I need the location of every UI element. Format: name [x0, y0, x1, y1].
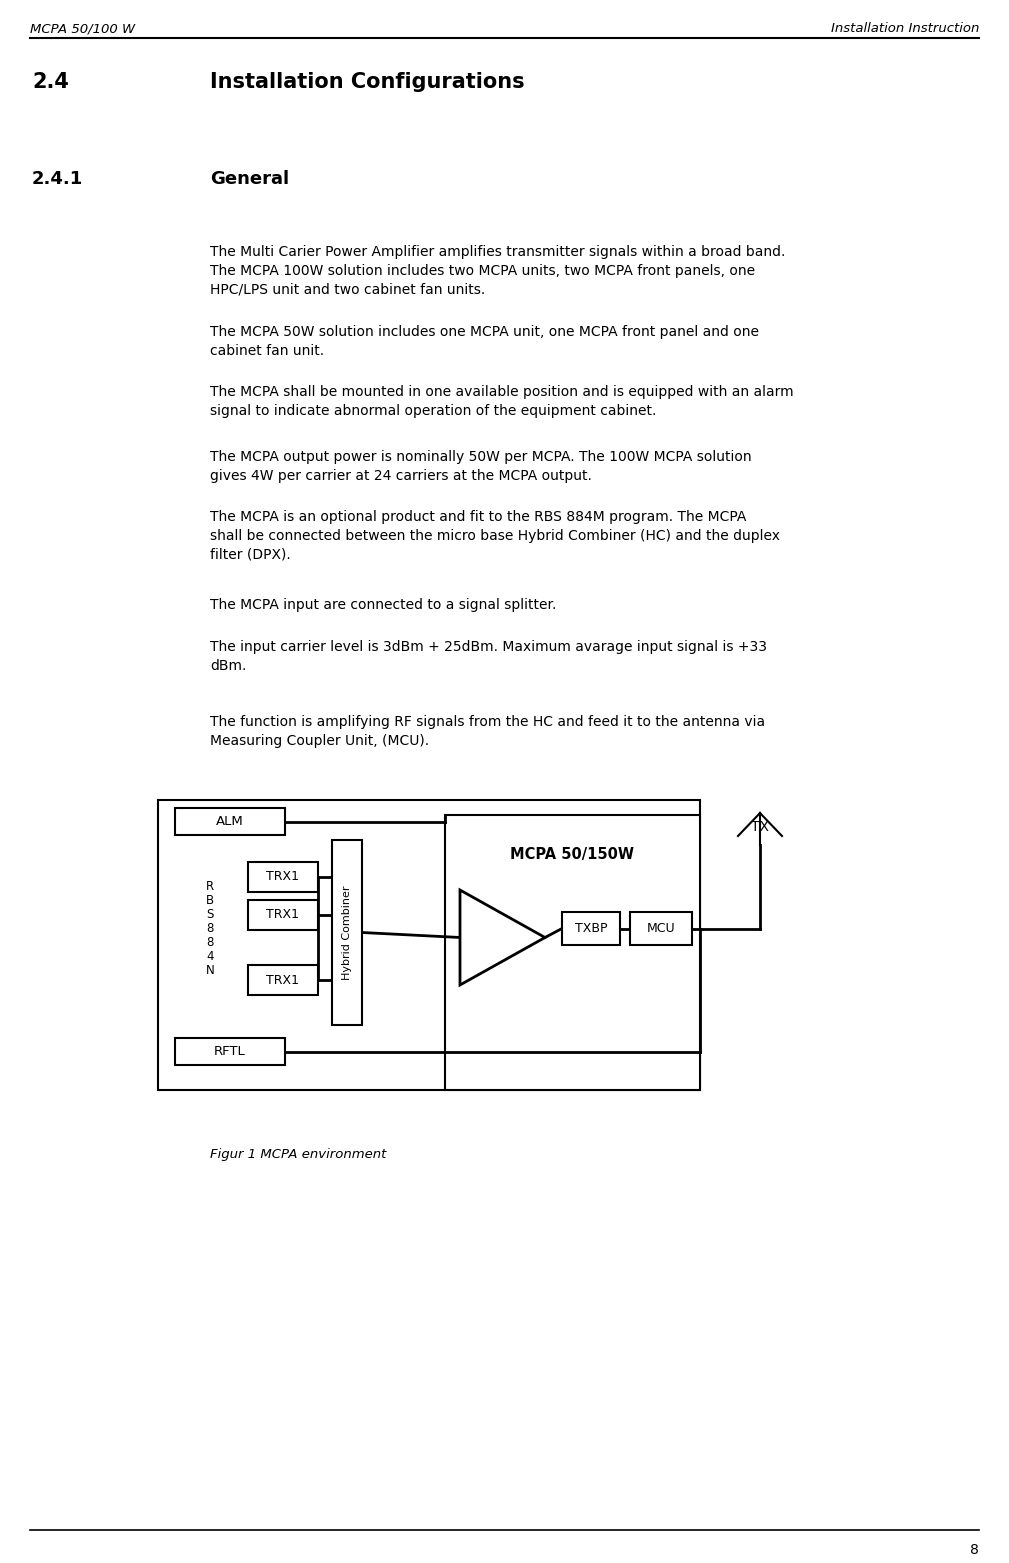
- Text: The MCPA output power is nominally 50W per MCPA. The 100W MCPA solution
gives 4W: The MCPA output power is nominally 50W p…: [210, 450, 752, 483]
- Text: Installation Configurations: Installation Configurations: [210, 72, 525, 92]
- Text: MCU: MCU: [647, 922, 675, 935]
- Text: The MCPA shall be mounted in one available position and is equipped with an alar: The MCPA shall be mounted in one availab…: [210, 384, 794, 417]
- Text: Hybrid Combiner: Hybrid Combiner: [342, 885, 352, 980]
- Text: MCPA 50/150W: MCPA 50/150W: [510, 847, 634, 863]
- Bar: [248, 964, 318, 996]
- Bar: [248, 900, 318, 930]
- Text: The input carrier level is 3dBm + 25dBm. Maximum avarage input signal is +33
dBm: The input carrier level is 3dBm + 25dBm.…: [210, 639, 767, 674]
- Bar: [175, 808, 285, 835]
- Text: TRX1: TRX1: [266, 908, 300, 922]
- Text: TX: TX: [751, 821, 769, 835]
- Text: RFTL: RFTL: [214, 1046, 246, 1058]
- Text: The MCPA 50W solution includes one MCPA unit, one MCPA front panel and one
cabin: The MCPA 50W solution includes one MCPA …: [210, 325, 759, 358]
- Text: General: General: [210, 170, 290, 188]
- Text: 8: 8: [970, 1543, 979, 1557]
- Text: TRX1: TRX1: [266, 974, 300, 986]
- Bar: [445, 814, 700, 1089]
- Text: 2.4.1: 2.4.1: [32, 170, 84, 188]
- Text: The MCPA is an optional product and fit to the RBS 884M program. The MCPA
shall : The MCPA is an optional product and fit …: [210, 510, 780, 563]
- Polygon shape: [460, 889, 545, 985]
- Text: The function is amplifying RF signals from the HC and feed it to the antenna via: The function is amplifying RF signals fr…: [210, 714, 765, 749]
- Text: TRX1: TRX1: [266, 871, 300, 883]
- Bar: [175, 1038, 285, 1064]
- Text: Figur 1 MCPA environment: Figur 1 MCPA environment: [210, 1147, 386, 1161]
- Text: MCPA 50/100 W: MCPA 50/100 W: [30, 22, 135, 34]
- Bar: [158, 800, 700, 1089]
- Text: TXBP: TXBP: [575, 922, 607, 935]
- Text: Installation Instruction: Installation Instruction: [830, 22, 979, 34]
- Text: The Multi Carier Power Amplifier amplifies transmitter signals within a broad ba: The Multi Carier Power Amplifier amplifi…: [210, 245, 785, 297]
- Bar: [248, 863, 318, 892]
- Bar: [630, 911, 692, 946]
- Bar: [332, 839, 362, 1025]
- Text: R
B
S
8
8
4
N: R B S 8 8 4 N: [206, 880, 214, 977]
- Text: The MCPA input are connected to a signal splitter.: The MCPA input are connected to a signal…: [210, 599, 556, 613]
- Text: ALM: ALM: [216, 814, 244, 828]
- Bar: [562, 911, 620, 946]
- Text: 2.4: 2.4: [32, 72, 69, 92]
